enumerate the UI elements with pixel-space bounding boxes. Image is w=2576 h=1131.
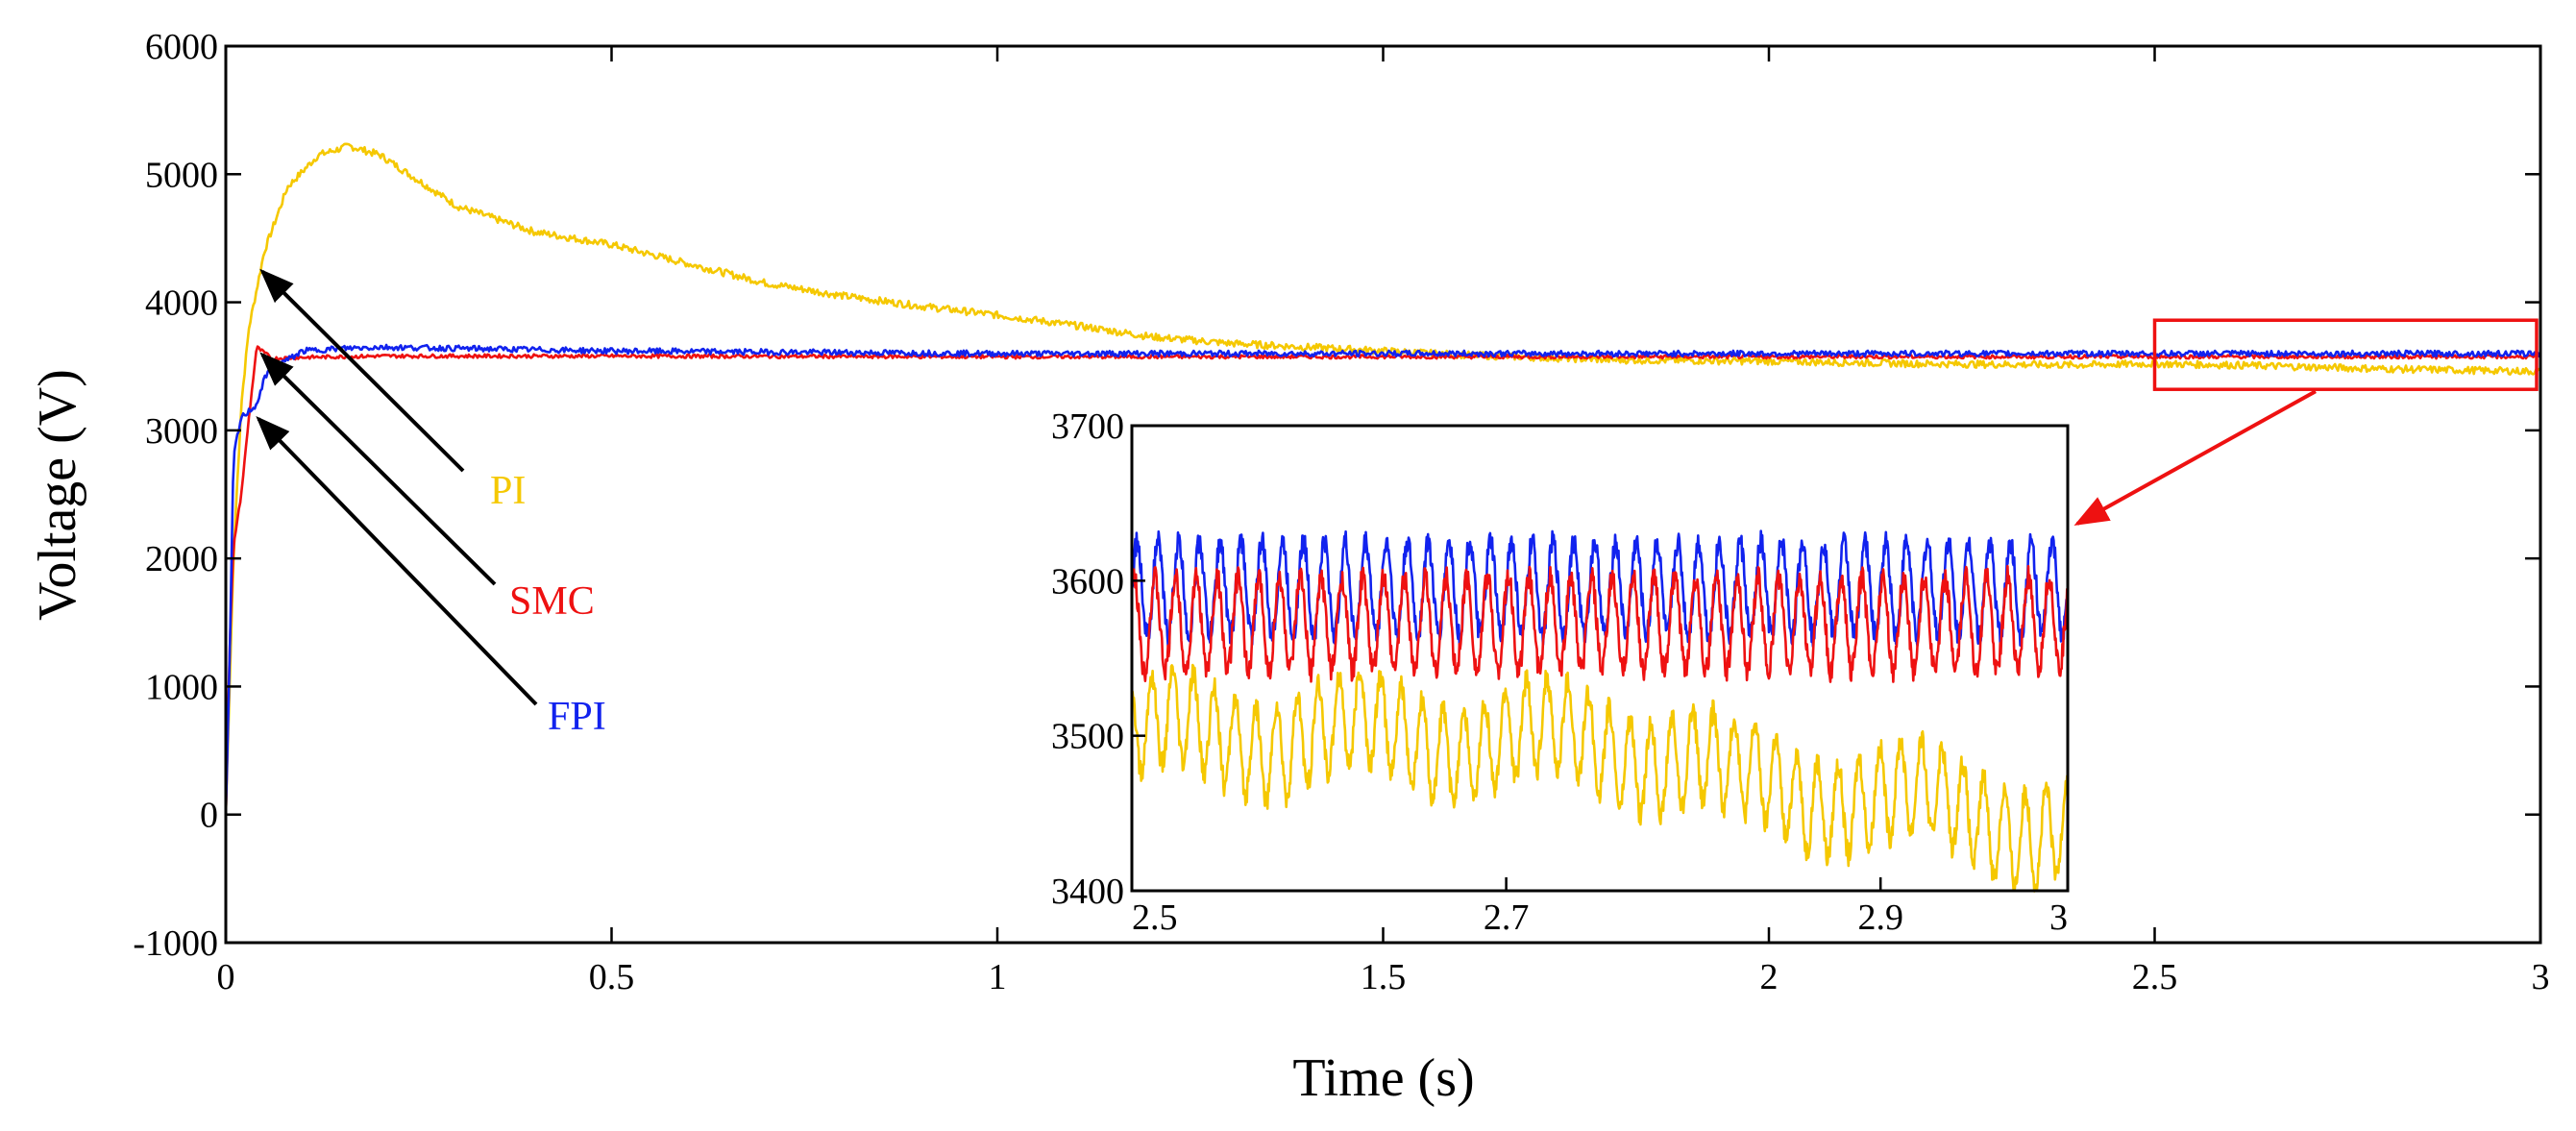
inset-series-group (1130, 529, 2070, 893)
y-tick-label: 4000 (145, 283, 218, 324)
y-tick-label: 6000 (145, 27, 218, 67)
y-tick-label: 0 (200, 796, 218, 836)
x-tick-label: 2.5 (2132, 957, 2178, 997)
inset-series-line-pi (1130, 663, 2070, 893)
y-tick-label: 1000 (145, 667, 218, 707)
series-callouts: PI SMC FPI (256, 268, 606, 739)
x-tick-label: 2 (1760, 957, 1779, 997)
inset-y-tick-label: 3400 (1051, 872, 1124, 912)
inset-x-tick-label: 3 (2049, 897, 2068, 938)
callout-label-pi: PI (490, 469, 526, 513)
y-tick-label: 2000 (145, 539, 218, 579)
y-tick-label: -1000 (133, 923, 218, 964)
callout-label-fpi: FPI (548, 695, 606, 739)
inset-x-tick-label: 2.9 (1857, 897, 1903, 938)
x-tick-label: 0 (217, 957, 235, 997)
inset-x-tick-label: 2.7 (1484, 897, 1530, 938)
y-tick-label: 5000 (145, 155, 218, 195)
inset-series-line-fpi (1130, 529, 2070, 649)
callout-arrow-smc (259, 352, 497, 586)
inset-axis-ticks: 2.5 2.7 2.9 3 3400 3500 3600 3700 (1051, 406, 2070, 938)
callout-arrow-pi (259, 268, 465, 473)
x-axis-title: Time (s) (1292, 1048, 1474, 1108)
zoom-box-group (2073, 318, 2539, 526)
y-axis-title: Voltage (V) (28, 369, 87, 621)
x-tick-label: 3 (2532, 957, 2550, 997)
zoom-region-box (2152, 318, 2539, 391)
main-axis-ticks: 0 0.5 1 1.5 2 2.5 3-10000100020003000400050006… (133, 27, 2549, 997)
callout-arrow-fpi (256, 415, 538, 706)
inset-y-tick-label: 3600 (1051, 561, 1124, 602)
inset-plot-frame (1130, 424, 2070, 893)
inset-series-line-smc (1130, 564, 2070, 683)
inset-y-tick-label: 3500 (1051, 717, 1124, 757)
x-tick-label: 1.5 (1361, 957, 1407, 997)
callout-label-smc: SMC (509, 579, 595, 624)
inset-y-tick-label: 3700 (1051, 406, 1124, 447)
zoom-pointer-arrow (2073, 389, 2317, 526)
x-tick-label: 0.5 (589, 957, 635, 997)
y-tick-label: 3000 (145, 411, 218, 452)
inset-x-tick-label: 2.5 (1132, 897, 1178, 938)
x-tick-label: 1 (989, 957, 1007, 997)
